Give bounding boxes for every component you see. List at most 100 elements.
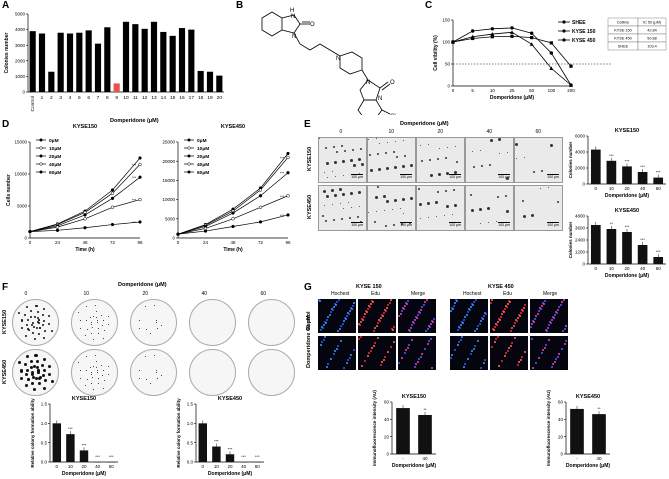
colony-spot: [43, 319, 46, 322]
scale-bar-label: 100 μm: [400, 223, 412, 227]
panel-g-fluorescence-image: [490, 299, 528, 333]
atom-h: H: [290, 8, 294, 14]
panel-e-bar1-ylabel: Colonies number: [568, 141, 573, 178]
panel-g-bar2-ytick-label: 0: [560, 452, 563, 457]
panel-a-bar: [169, 35, 176, 92]
cell-nucleus: [417, 361, 419, 363]
cell-nucleus: [349, 357, 351, 359]
panel-e-bar1-sig-label: ***: [640, 164, 645, 169]
panel-d-right-ytick-label: 10000: [162, 197, 175, 202]
panel-e-bar2-ytick-label: 1200: [575, 250, 586, 255]
cell-nucleus: [419, 312, 421, 314]
colony-spot: [30, 373, 34, 377]
panel-f-dish: [189, 299, 236, 346]
colony-spot: [97, 322, 98, 323]
cell-nucleus: [323, 324, 325, 326]
panel-a-bar: [197, 70, 204, 92]
panel-g-bar1-ytick-label: 20: [384, 434, 390, 439]
cell-nucleus: [383, 359, 385, 361]
panel-f-bar1-xlabel: Domperidone (μM): [62, 471, 107, 477]
cell-nucleus: [494, 326, 496, 328]
panel-a-xtick-label: 19: [207, 95, 213, 101]
panel-e-bar1-xtick-label: 40: [640, 186, 646, 191]
colony-dot: [533, 171, 535, 173]
cell-nucleus: [385, 310, 387, 312]
panel-d-right-legend-label: 20μM: [197, 154, 209, 160]
colony-dot: [410, 197, 413, 200]
cell-nucleus: [522, 310, 524, 312]
panel-f-bar1-sig-label: ***: [82, 442, 87, 447]
panel-c-ytick-label: 100: [442, 40, 450, 45]
colony-spot: [145, 328, 147, 330]
colony-dot: [479, 208, 482, 211]
colony-dot: [344, 150, 346, 152]
panel-f-bar2-ytick-label: 1.5: [187, 402, 194, 407]
colony-spot: [47, 372, 51, 376]
cell-nucleus: [477, 340, 479, 342]
panel-c-point: [510, 26, 514, 30]
cell-nucleus: [393, 326, 395, 328]
colony-dot: [439, 148, 440, 149]
panel-g-fluorescence-image: [530, 299, 568, 333]
colony-spot: [20, 376, 24, 380]
colony-dot: [385, 152, 387, 154]
colony-spot: [98, 327, 100, 329]
colony-dot: [550, 144, 553, 147]
cell-nucleus: [414, 366, 416, 368]
colony-spot: [26, 368, 30, 372]
cell-nucleus: [336, 301, 338, 303]
panel-c-point: [549, 41, 553, 45]
panel-f-bar1-xtick-label: 0: [56, 464, 59, 469]
panel-a-bar: [85, 30, 92, 93]
cell-nucleus: [459, 327, 461, 329]
colony-dot: [326, 162, 329, 165]
colony-spot: [139, 369, 141, 371]
panel-f-bar1-xtick-label: 60: [109, 464, 115, 469]
panel-e-col-label: 20: [437, 129, 444, 135]
cell-nucleus: [497, 336, 499, 338]
cell-nucleus: [480, 320, 482, 322]
panel-f-bar1-ytick-label: 0.5: [41, 440, 48, 445]
panel-e-col-label: 0: [339, 129, 343, 135]
colony-spot: [25, 355, 29, 359]
panel-a-xtick-label: 11: [133, 95, 138, 101]
panel-a-bar: [216, 75, 223, 92]
colony-spot: [48, 323, 51, 326]
colony-spot: [80, 369, 82, 371]
cell-nucleus: [509, 301, 511, 303]
panel-a-xtick-label: 20: [217, 95, 223, 101]
cell-nucleus: [398, 362, 400, 364]
panel-c-legend-marker: [562, 29, 566, 33]
cell-nucleus: [474, 345, 476, 347]
colony-dot: [342, 193, 345, 196]
panel-d-right-xtick-label: 24: [203, 240, 209, 245]
panel-e-col-label: 10: [388, 129, 395, 135]
cell-nucleus: [373, 330, 375, 332]
panel-d-right-point: [176, 232, 180, 236]
colony-spot: [107, 315, 109, 317]
colony-spot: [103, 380, 105, 382]
panel-d-right-sig-label: ***: [280, 156, 285, 160]
scale-bar-label: 100 μm: [498, 223, 510, 227]
colony-dot: [352, 149, 354, 151]
panel-f-bar2-ytick-label: 0.0: [187, 460, 194, 465]
colony-dot: [340, 203, 341, 204]
panel-d-right-point: [258, 205, 263, 209]
colony-dot: [480, 150, 481, 151]
colony-dot: [522, 200, 524, 202]
cell-nucleus: [387, 351, 389, 353]
cell-nucleus: [475, 299, 477, 301]
colony-dot: [326, 195, 329, 198]
cell-nucleus: [347, 359, 349, 361]
cell-nucleus: [561, 348, 563, 350]
cell-nucleus: [474, 330, 476, 332]
panel-b-structure: H N O N N N O N Cl: [261, 8, 396, 115]
colony-dot: [410, 164, 413, 167]
panel-a-bar: [141, 28, 148, 92]
panel-e-bar1-ytick-label: 0: [582, 182, 585, 187]
cell-nucleus: [429, 326, 431, 328]
panel-g-bar2-xtick-label: -: [576, 456, 578, 461]
cell-nucleus: [491, 299, 493, 301]
cell-nucleus: [460, 324, 462, 326]
panel-a-ytick-label: 1000: [15, 74, 26, 79]
